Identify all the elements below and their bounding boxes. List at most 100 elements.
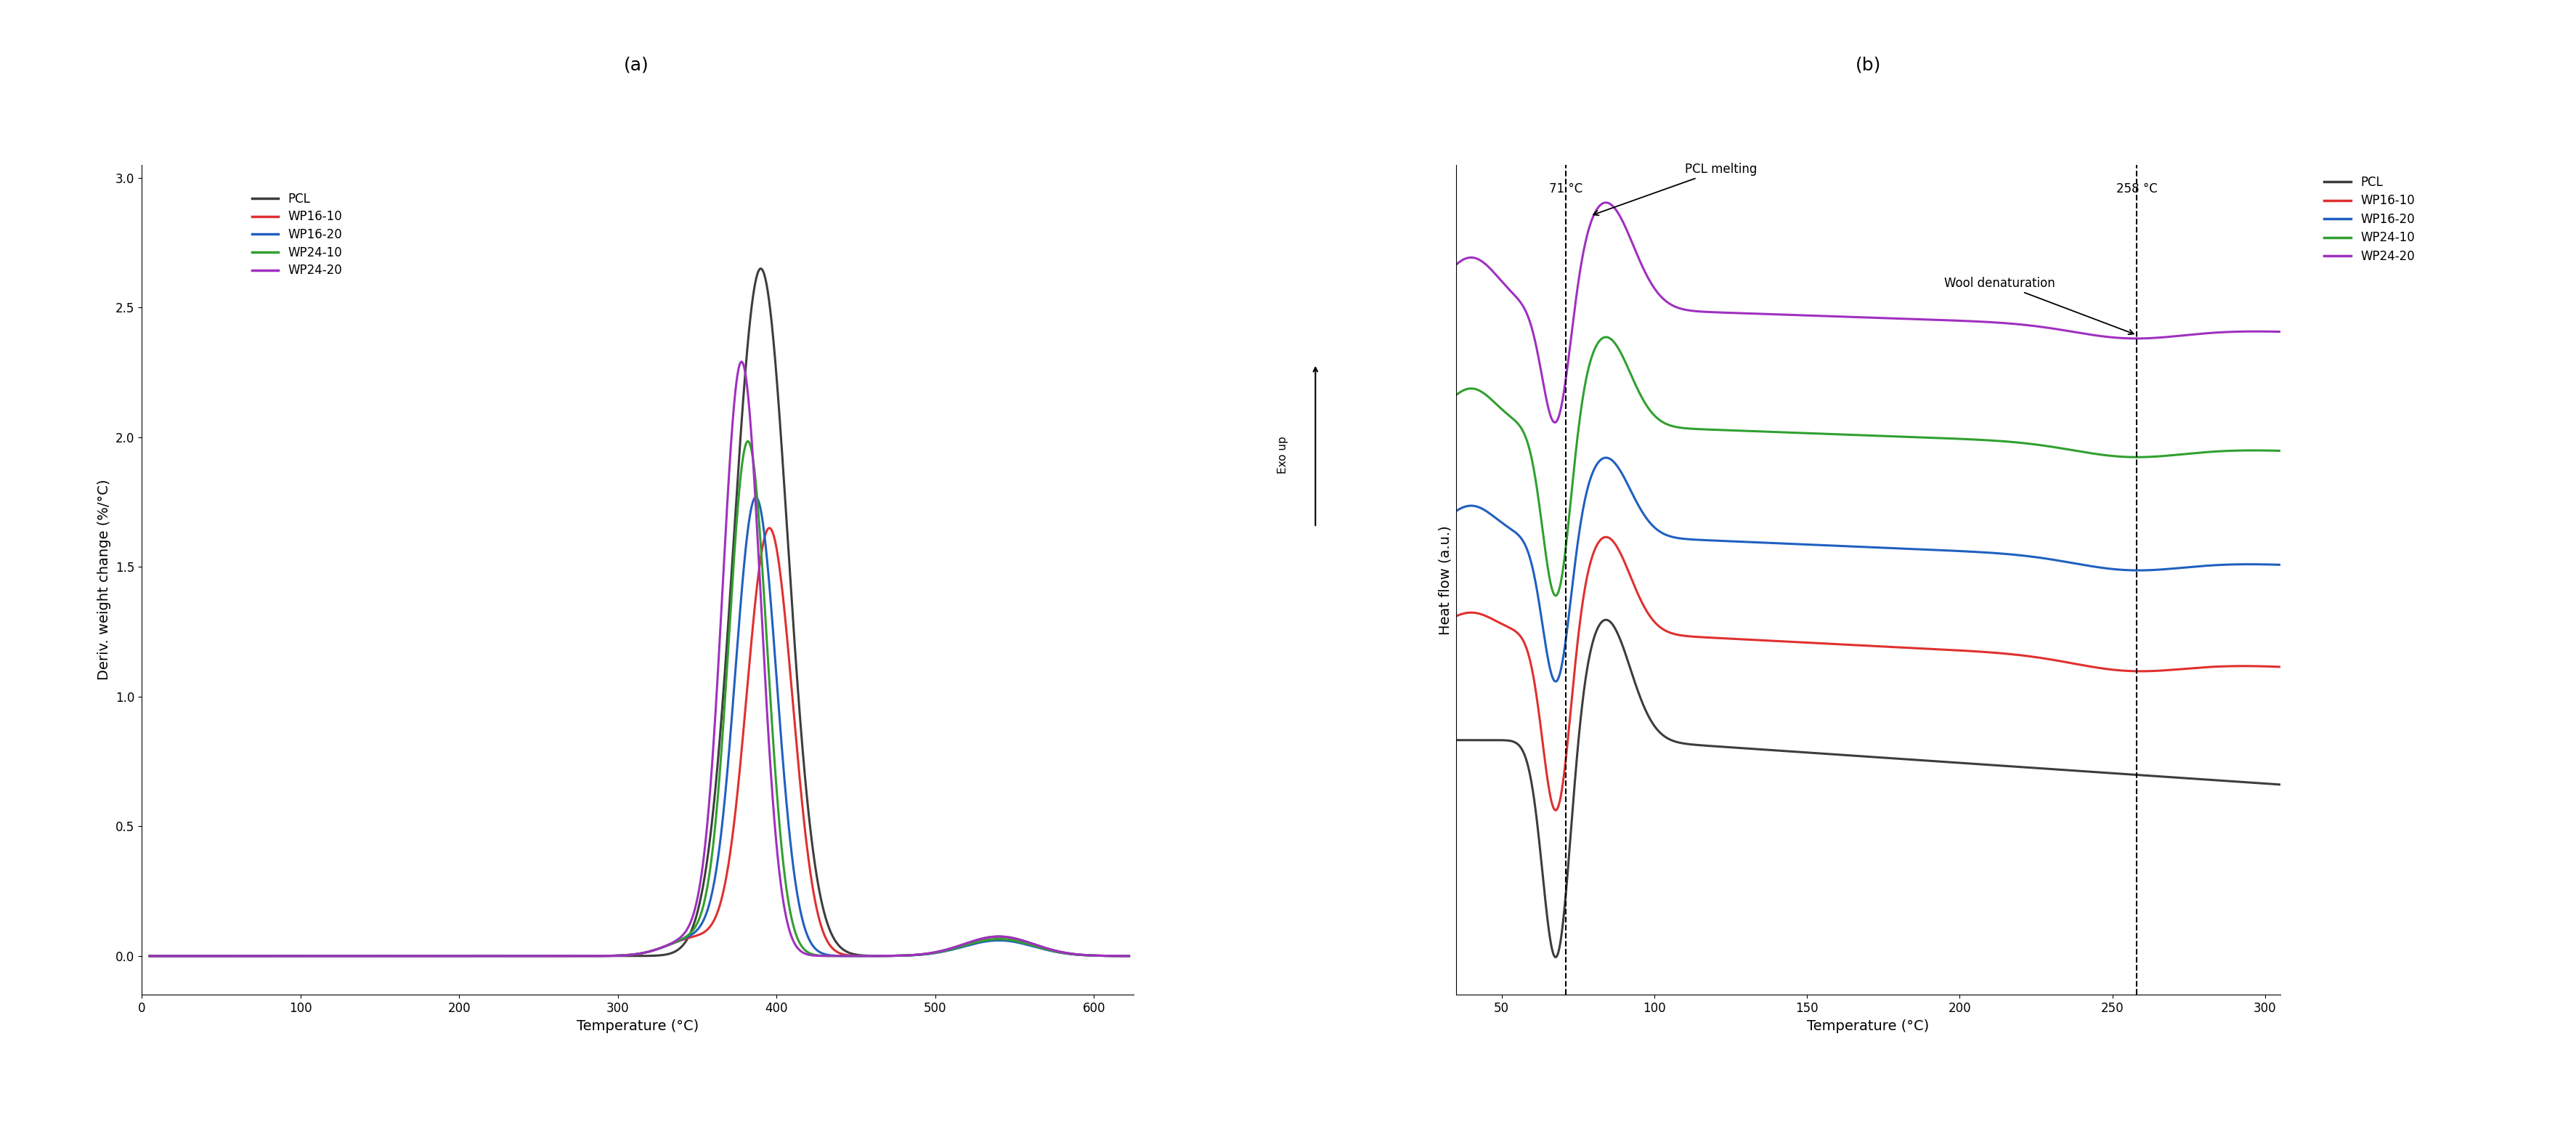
WP24-20 [510, 949, 541, 963]
Line: PCL: PCL [149, 268, 1128, 956]
WP16-10 [1589, 530, 1620, 543]
WP24-10 [2159, 448, 2190, 462]
Line: WP24-20: WP24-20 [149, 362, 1128, 956]
PCL [2249, 777, 2280, 790]
PCL [245, 949, 276, 963]
WP16-20 [510, 949, 541, 963]
WP24-10 [1793, 426, 1824, 440]
WP24-20 [2159, 330, 2190, 343]
WP24-20 [1533, 407, 1564, 421]
WP24-20 [245, 949, 276, 963]
WP24-20 [1113, 949, 1144, 963]
WP16-10 [1757, 634, 1788, 648]
Text: Wool denaturation: Wool denaturation [1945, 276, 2133, 334]
WP16-10 [510, 949, 541, 963]
WP24-20 [1440, 258, 1471, 272]
WP24-10 [2249, 443, 2280, 457]
PCL [1533, 930, 1564, 944]
PCL [1793, 746, 1824, 760]
WP16-20 [1533, 662, 1564, 675]
WP24-20 [1793, 308, 1824, 322]
Text: 258 °C: 258 °C [2115, 182, 2156, 196]
Line: WP24-10: WP24-10 [1455, 337, 2280, 596]
WP16-20 [1584, 455, 1615, 468]
Line: WP16-20: WP16-20 [1455, 458, 2280, 681]
WP24-20 [1538, 416, 1569, 430]
Text: (a): (a) [623, 57, 649, 74]
WP24-20 [134, 949, 165, 963]
WP16-10 [1095, 949, 1126, 963]
Y-axis label: Heat flow (a.u.): Heat flow (a.u.) [1437, 525, 1450, 634]
WP24-20 [989, 930, 1020, 944]
WP24-10 [510, 949, 541, 963]
WP16-20 [304, 949, 335, 963]
PCL [1113, 949, 1144, 963]
WP16-10 [1113, 949, 1144, 963]
WP24-10 [732, 434, 762, 448]
WP24-10 [134, 949, 165, 963]
Text: PCL melting: PCL melting [1592, 163, 1757, 215]
WP16-20 [1589, 451, 1620, 465]
Line: WP24-10: WP24-10 [149, 441, 1128, 956]
WP16-20 [245, 949, 276, 963]
PCL [2159, 771, 2190, 785]
Y-axis label: Deriv. weight change (%/°C): Deriv. weight change (%/°C) [98, 480, 111, 680]
WP24-10 [304, 949, 335, 963]
WP24-10 [245, 949, 276, 963]
WP24-20 [2249, 325, 2280, 339]
WP16-10 [1440, 609, 1471, 623]
X-axis label: Temperature (°C): Temperature (°C) [1806, 1019, 1929, 1032]
Line: WP24-20: WP24-20 [1455, 202, 2280, 423]
WP16-10 [1533, 787, 1564, 800]
Line: WP16-20: WP16-20 [149, 497, 1128, 956]
Text: (b): (b) [1855, 57, 1880, 74]
PCL [510, 949, 541, 963]
PCL [1584, 619, 1615, 632]
WP16-10 [304, 949, 335, 963]
PCL [989, 930, 1020, 944]
Text: 71 °C: 71 °C [1548, 182, 1582, 196]
WP24-10 [1584, 334, 1615, 348]
WP16-20 [1113, 949, 1144, 963]
WP16-10 [1793, 636, 1824, 649]
Line: PCL: PCL [1455, 620, 2280, 957]
WP16-10 [1540, 804, 1571, 818]
WP24-20 [2264, 325, 2295, 339]
WP16-10 [2159, 663, 2190, 677]
WP16-20 [1793, 538, 1824, 551]
PCL [1440, 733, 1471, 747]
Legend: PCL, WP16-10, WP16-20, WP24-10, WP24-20: PCL, WP16-10, WP16-20, WP24-10, WP24-20 [247, 188, 348, 282]
WP24-20 [1589, 196, 1620, 209]
WP16-20 [2159, 562, 2190, 575]
WP24-10 [1757, 425, 1788, 439]
PCL [1540, 951, 1571, 964]
WP24-20 [304, 949, 335, 963]
PCL [1589, 613, 1620, 626]
Line: WP16-10: WP16-10 [149, 528, 1128, 956]
WP16-20 [551, 949, 582, 963]
WP16-10 [989, 932, 1020, 946]
WP16-10 [245, 949, 276, 963]
WP24-20 [551, 949, 582, 963]
WP16-20 [989, 933, 1020, 947]
PCL [1757, 744, 1788, 757]
PCL [1095, 949, 1126, 963]
Legend: PCL, WP16-10, WP16-20, WP24-10, WP24-20: PCL, WP16-10, WP16-20, WP24-10, WP24-20 [2318, 171, 2419, 268]
WP16-10 [755, 521, 786, 534]
Text: Exo up: Exo up [1278, 435, 1288, 474]
WP16-20 [1440, 505, 1471, 518]
PCL [304, 949, 335, 963]
WP16-10 [2264, 661, 2295, 674]
WP16-20 [1095, 949, 1126, 963]
X-axis label: Temperature (°C): Temperature (°C) [577, 1019, 698, 1032]
WP16-20 [1757, 537, 1788, 550]
WP24-10 [1533, 573, 1564, 587]
PCL [551, 949, 582, 963]
WP24-20 [1095, 949, 1126, 963]
PCL [2264, 778, 2295, 791]
WP24-10 [1440, 389, 1471, 402]
WP16-20 [1540, 674, 1571, 688]
Line: WP16-10: WP16-10 [1455, 537, 2280, 811]
PCL [744, 262, 775, 275]
WP16-10 [2249, 659, 2280, 673]
